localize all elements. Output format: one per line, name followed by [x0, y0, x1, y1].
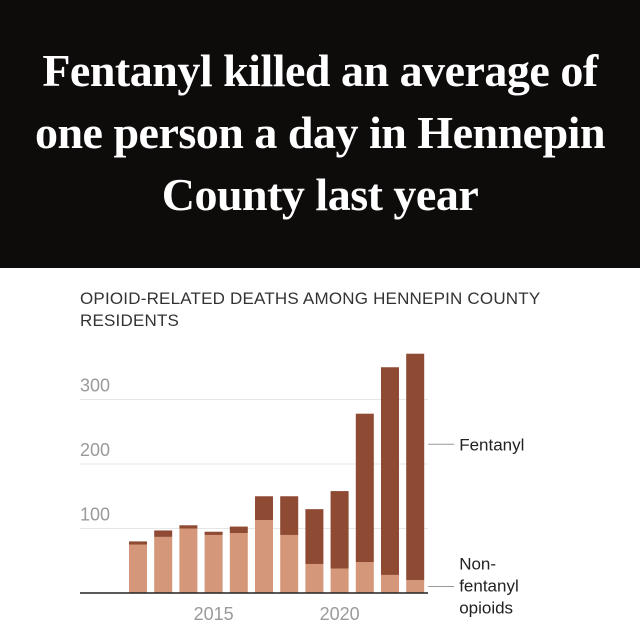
bar-2023-non-fentanyl	[406, 580, 425, 593]
chart-title: OPIOID-RELATED DEATHS AMONG HENNEPIN COU…	[80, 289, 541, 330]
bar-2017-fentanyl	[255, 496, 273, 521]
bar-2018-fentanyl	[280, 496, 299, 535]
bar-2019-non-fentanyl	[305, 563, 324, 593]
bar-2015-fentanyl	[204, 531, 223, 535]
stacked-bar-chart: 100 200 300 2015 2020 Fentanyl Non-fentanyl opi…	[80, 353, 524, 624]
bar-2021-non-fentanyl	[355, 562, 374, 593]
bar-2012-non-fentanyl	[129, 544, 147, 593]
bar-2013-fentanyl	[154, 530, 173, 537]
bar-2014-fentanyl	[179, 525, 198, 529]
y-tick-label: 100	[80, 505, 110, 525]
y-tick-label: 300	[80, 376, 110, 396]
bar-2013-non-fentanyl	[154, 536, 173, 593]
bar-2022-non-fentanyl	[381, 574, 399, 593]
bar-2019-fentanyl	[305, 509, 324, 564]
bar-2021-fentanyl	[355, 413, 374, 563]
bar-2020-non-fentanyl	[330, 568, 349, 593]
bar-2023-fentanyl	[406, 353, 425, 581]
headline-banner: Fentanyl killed an average of one person…	[0, 0, 640, 268]
bar-2015-non-fentanyl	[204, 534, 223, 593]
bar-2014-non-fentanyl	[179, 528, 198, 593]
y-tick-label: 200	[80, 440, 110, 460]
bar-2016-non-fentanyl	[229, 533, 248, 593]
bar-2018-non-fentanyl	[280, 534, 299, 593]
series-label-fentanyl: Fentanyl	[459, 435, 524, 454]
bar-2016-fentanyl	[229, 526, 248, 534]
bar-2012-fentanyl	[129, 541, 147, 545]
series-label-non-fentanyl: Non-fentanyl opioids	[459, 555, 519, 618]
headline: Fentanyl killed an average of one person…	[34, 45, 606, 220]
x-tick-label: 2015	[194, 604, 234, 624]
bar-2020-fentanyl	[330, 491, 349, 569]
bar-2022-fentanyl	[381, 367, 399, 575]
x-tick-label: 2020	[320, 604, 360, 624]
bar-2017-non-fentanyl	[255, 520, 273, 593]
chart-panel: OPIOID-RELATED DEATHS AMONG HENNEPIN COU…	[0, 268, 640, 640]
